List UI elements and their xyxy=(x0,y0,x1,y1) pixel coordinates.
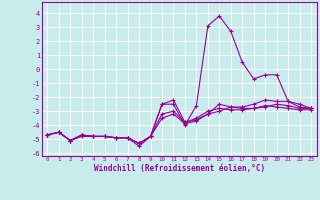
X-axis label: Windchill (Refroidissement éolien,°C): Windchill (Refroidissement éolien,°C) xyxy=(94,164,265,173)
